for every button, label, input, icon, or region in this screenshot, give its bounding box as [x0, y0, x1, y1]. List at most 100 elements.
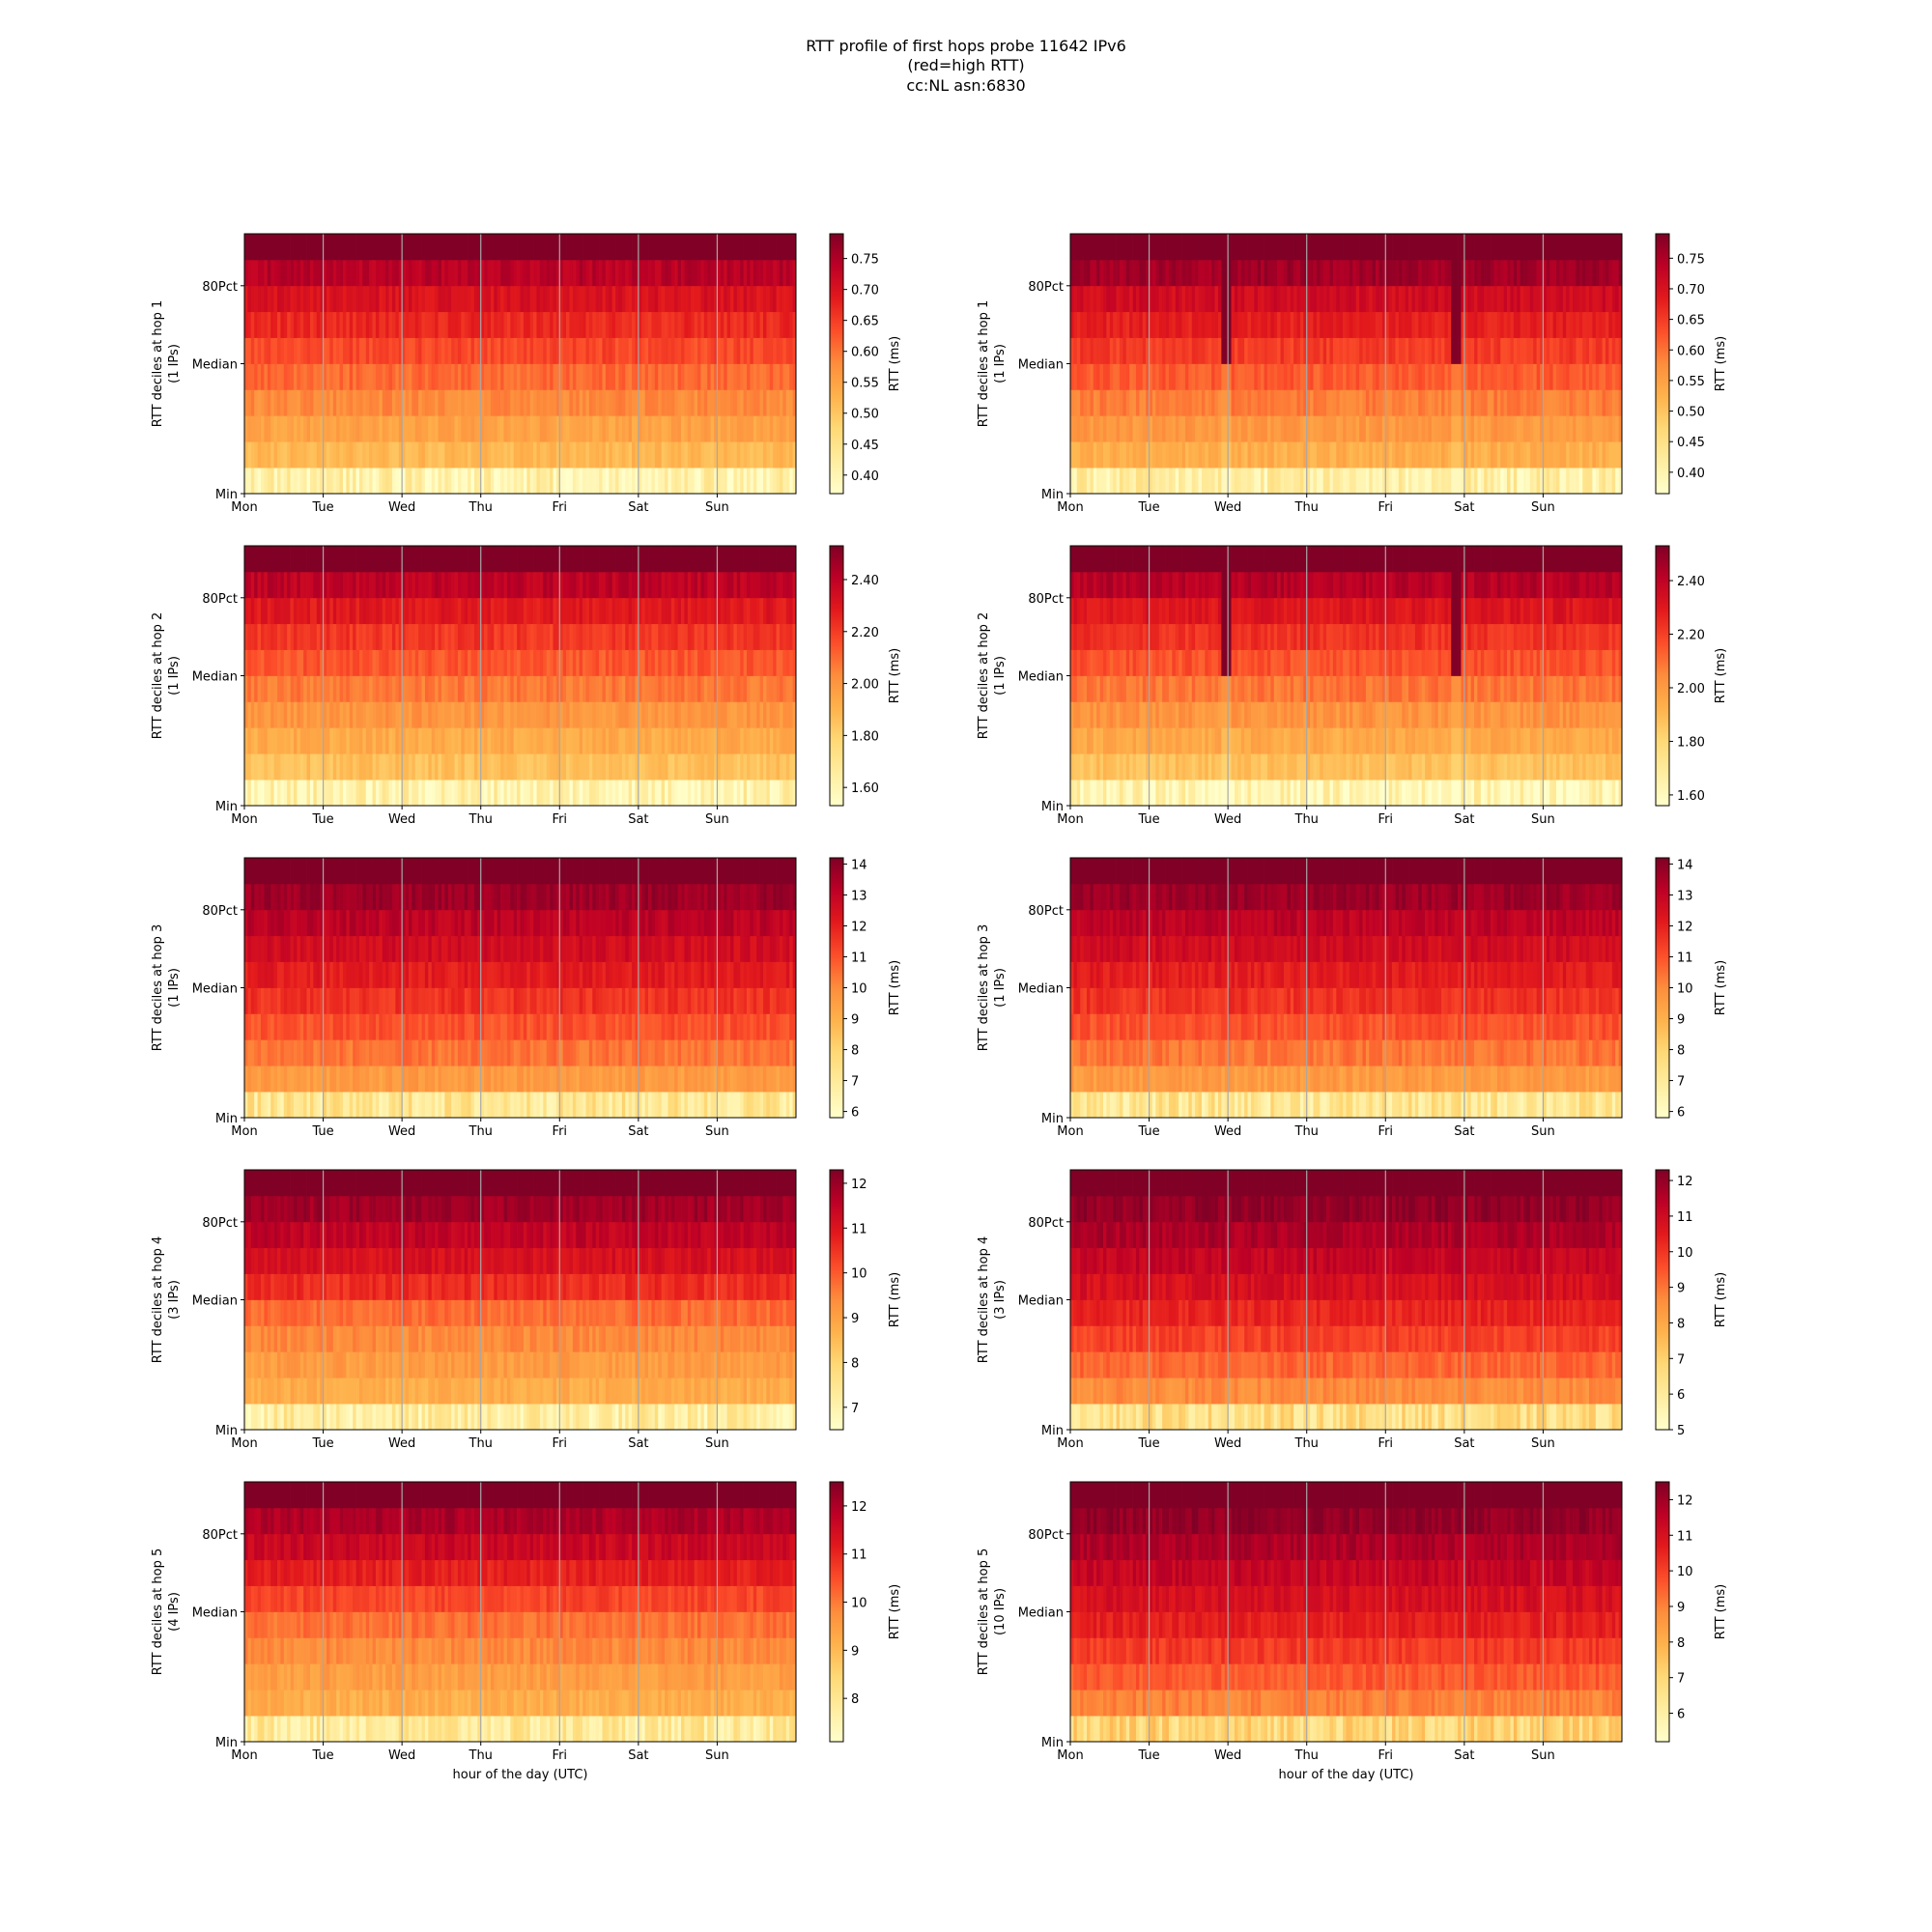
figure-title-line-2: (red=high RTT): [907, 56, 1024, 74]
heatmap-cell: [720, 234, 724, 261]
heatmap-cell: [473, 415, 478, 442]
heatmap-cell: [438, 441, 442, 469]
heatmap-cell: [1310, 415, 1314, 442]
heatmap-cell: [323, 337, 327, 364]
heatmap-cell: [1615, 441, 1619, 469]
heatmap-cell: [414, 623, 419, 650]
heatmap-cell: [1487, 337, 1492, 364]
heatmap-cell: [670, 415, 675, 442]
heatmap-cell: [1151, 441, 1156, 469]
heatmap-cell: [1329, 415, 1334, 442]
heatmap-cell: [355, 753, 360, 781]
heatmap-cell: [611, 571, 616, 599]
heatmap-cell: [297, 649, 301, 676]
heatmap-cell: [700, 623, 705, 650]
heatmap-cell: [1605, 415, 1609, 442]
heatmap-cell: [717, 311, 722, 338]
heatmap-cell: [1073, 285, 1078, 313]
heatmap-cell: [336, 675, 340, 702]
heatmap-cell: [503, 649, 508, 676]
heatmap-cell: [339, 337, 344, 364]
heatmap-cell: [632, 753, 636, 781]
heatmap-cell: [1599, 441, 1603, 469]
heatmap-cell: [1313, 234, 1318, 261]
colorbar-tick-label: 0.65: [851, 315, 879, 329]
heatmap-cell: [1093, 234, 1097, 261]
heatmap-cell: [766, 571, 771, 599]
heatmap-cell: [1398, 311, 1403, 338]
heatmap-cell: [572, 623, 577, 650]
heatmap-cell: [733, 727, 738, 754]
heatmap-cell: [477, 597, 482, 625]
heatmap-cell: [1517, 415, 1520, 442]
heatmap-cell: [1378, 259, 1383, 287]
heatmap-cell: [691, 285, 695, 313]
heatmap-cell: [763, 259, 767, 287]
heatmap-cell: [391, 337, 396, 364]
heatmap-cell: [306, 441, 311, 469]
heatmap-cell: [510, 623, 515, 650]
heatmap-cell: [559, 701, 564, 728]
heatmap-cell: [1102, 234, 1107, 261]
heatmap-cell: [1320, 441, 1324, 469]
heatmap-cell: [1102, 468, 1107, 495]
heatmap-cell: [464, 234, 469, 261]
heatmap-cell: [714, 675, 718, 702]
heatmap-cell: [1195, 468, 1199, 495]
heatmap-cell: [526, 623, 531, 650]
heatmap-cell: [414, 468, 419, 495]
heatmap-cell: [769, 727, 774, 754]
heatmap-cell: [694, 311, 698, 338]
heatmap-cell: [283, 727, 288, 754]
heatmap-cell: [297, 389, 301, 416]
heatmap-cell: [1237, 259, 1242, 287]
heatmap-cell: [691, 337, 695, 364]
heatmap-cell: [1247, 234, 1252, 261]
heatmap-cell: [1346, 234, 1350, 261]
heatmap-cell: [1414, 259, 1419, 287]
heatmap-cell: [402, 753, 406, 781]
heatmap-cell: [599, 337, 603, 364]
heatmap-cell: [513, 701, 518, 728]
heatmap-cell: [1296, 259, 1301, 287]
heatmap-cell: [290, 701, 295, 728]
heatmap-cell: [1343, 285, 1347, 313]
heatmap-cell: [1316, 337, 1321, 364]
heatmap-cell: [408, 649, 412, 676]
heatmap-cell: [1526, 234, 1531, 261]
heatmap-cell: [372, 337, 377, 364]
heatmap-cell: [412, 780, 416, 807]
heatmap-cell: [395, 337, 400, 364]
heatmap-cell: [332, 675, 337, 702]
heatmap-cell: [438, 285, 442, 313]
heatmap-cell: [355, 285, 360, 313]
heatmap-cell: [1228, 389, 1232, 416]
heatmap-cell: [1352, 259, 1357, 287]
heatmap-cell: [473, 780, 478, 807]
heatmap-cell: [1224, 337, 1229, 364]
heatmap-cell: [1562, 311, 1567, 338]
heatmap-cell: [1491, 363, 1494, 390]
heatmap-cell: [503, 597, 508, 625]
heatmap-cell: [1198, 234, 1203, 261]
heatmap-cell: [1076, 285, 1081, 313]
heatmap-cell: [1618, 468, 1623, 495]
heatmap-cell: [766, 363, 771, 390]
heatmap-cell: [736, 597, 741, 625]
heatmap-cell: [428, 337, 433, 364]
heatmap-cell: [1523, 441, 1527, 469]
heatmap-cell: [332, 727, 337, 754]
heatmap-cell: [276, 259, 281, 287]
heatmap-cell: [1106, 311, 1111, 338]
heatmap-cell: [1533, 415, 1537, 442]
heatmap-cell: [743, 597, 748, 625]
heatmap-cell: [1070, 234, 1074, 261]
heatmap-cell: [1385, 468, 1390, 495]
heatmap-cell: [297, 468, 301, 495]
heatmap-cell: [539, 415, 544, 442]
heatmap-cell: [651, 675, 656, 702]
heatmap-cell: [329, 623, 334, 650]
heatmap-cell: [1369, 363, 1374, 390]
heatmap-cell: [1513, 415, 1518, 442]
heatmap-cell: [418, 675, 422, 702]
